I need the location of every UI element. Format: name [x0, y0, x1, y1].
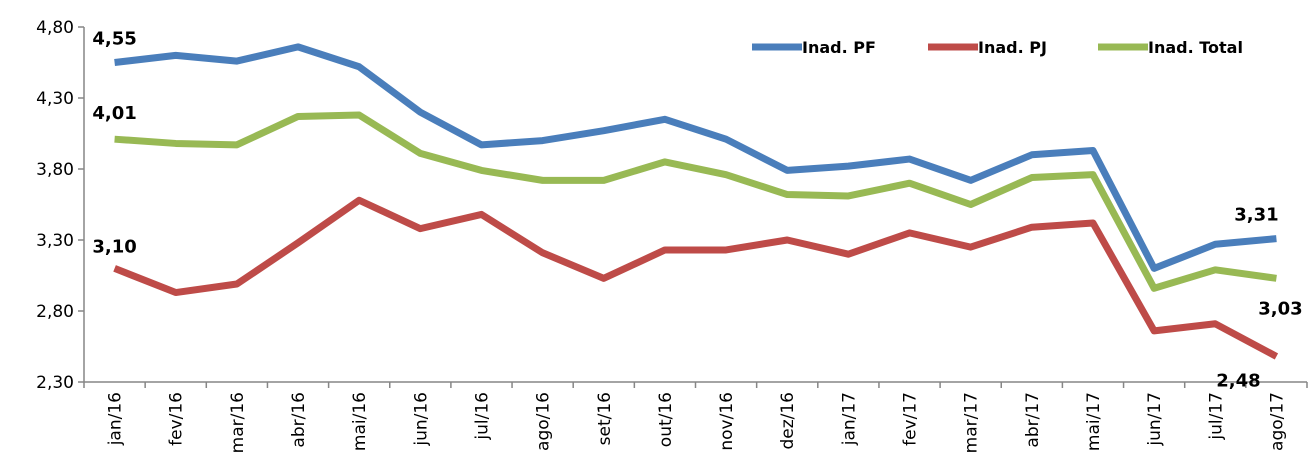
x-tick-label: jul/17	[1206, 392, 1226, 441]
y-tick-label: 4,80	[36, 18, 74, 38]
y-tick-label: 2,30	[36, 373, 74, 393]
y-tick-label: 2,80	[36, 302, 74, 322]
x-tick-label: fev/16	[167, 392, 187, 446]
x-tick-label: jun/17	[1145, 392, 1165, 447]
x-tick-label: abr/17	[1023, 392, 1043, 448]
y-tick-label: 4,30	[36, 89, 74, 109]
x-tick-label: set/16	[595, 392, 615, 445]
data-label: 4,55	[92, 29, 136, 50]
x-tick-label: jan/17	[839, 392, 859, 446]
legend-label: Inad. Total	[1148, 38, 1243, 57]
x-tick-label: mar/16	[228, 392, 248, 453]
series-line	[114, 111, 1277, 292]
x-tick-label: abr/16	[289, 392, 309, 448]
y-tick-label: 3,30	[36, 231, 74, 251]
data-label: 4,01	[92, 103, 136, 124]
series-line	[114, 43, 1277, 272]
x-tick-label: mai/17	[1084, 392, 1104, 451]
x-tick-label: ago/17	[1267, 392, 1287, 451]
data-label: 3,10	[92, 236, 136, 257]
y-tick-label: 3,80	[36, 160, 74, 180]
x-tick-label: mai/16	[350, 392, 370, 451]
x-tick-label: jul/16	[472, 392, 492, 441]
data-label: 3,03	[1258, 298, 1302, 319]
data-label: 3,31	[1234, 205, 1278, 226]
x-tick-label: fev/17	[901, 392, 921, 446]
data-label: 2,48	[1216, 370, 1260, 391]
x-tick-label: dez/16	[778, 392, 798, 450]
x-tick-label: jun/16	[411, 392, 431, 447]
legend-label: Inad. PJ	[978, 38, 1047, 57]
series-line	[113, 196, 1279, 360]
x-tick-label: ago/16	[534, 392, 554, 451]
x-tick-label: jan/16	[106, 392, 126, 446]
x-tick-label: out/16	[656, 392, 676, 447]
x-tick-label: nov/16	[717, 392, 737, 451]
x-tick-label: mar/17	[962, 392, 982, 453]
legend-label: Inad. PF	[802, 38, 876, 57]
